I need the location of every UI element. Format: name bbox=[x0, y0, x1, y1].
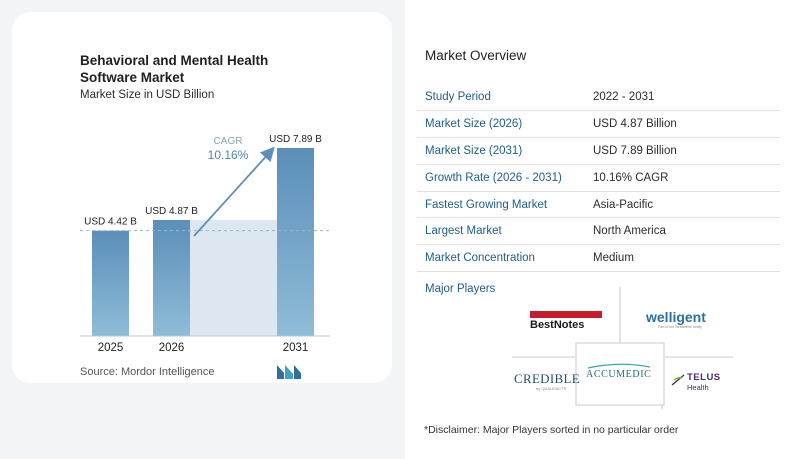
major-players-title: Major Players bbox=[425, 283, 496, 295]
credible-logo-tag: by QUALIFACTS bbox=[536, 386, 567, 391]
bar-value-label: USD 4.87 B bbox=[145, 206, 198, 217]
overview-row-key: Growth Rate (2026 - 2031) bbox=[417, 164, 593, 192]
overview-row-key: Largest Market bbox=[417, 217, 593, 246]
overview-row: Market Size (2031) USD 7.89 Billion bbox=[417, 137, 780, 165]
mordor-intelligence-logo bbox=[277, 365, 301, 379]
players-grid-lines bbox=[512, 287, 733, 409]
x-tick-label: 2031 bbox=[283, 342, 309, 354]
telus-logo-subtext: Health bbox=[687, 383, 709, 392]
overview-row: Fastest Growing Market Asia-Pacific bbox=[417, 191, 780, 219]
welligent-logo: welligent Part of the Streamline family bbox=[646, 309, 716, 329]
overview-row-value: 2022 - 2031 bbox=[593, 84, 780, 112]
cagr-value: 10.16% bbox=[208, 148, 249, 162]
credible-logo-text: CREDIBLE bbox=[514, 371, 580, 386]
bestnotes-logo-text: BestNotes bbox=[530, 319, 585, 331]
telus-leaf-icon bbox=[671, 374, 685, 386]
bestnotes-logo: BestNotes bbox=[530, 311, 602, 332]
welligent-logo-tag: Part of the Streamline family bbox=[658, 325, 702, 329]
bar-chart: USD 4.42 B 2025 USD 4.87 B 2026 USD 7.89 B 20… bbox=[80, 134, 330, 354]
overview-row-key: Market Concentration bbox=[417, 244, 593, 273]
bar-value-label: USD 4.42 B bbox=[84, 217, 137, 228]
x-tick-label: 2026 bbox=[159, 342, 185, 354]
bar-value-label: USD 7.89 B bbox=[269, 134, 322, 145]
cagr-arrow bbox=[193, 146, 275, 237]
overview-row-value: USD 7.89 Billion bbox=[593, 137, 780, 165]
bar-2025 bbox=[92, 230, 129, 336]
cagr-label: CAGR bbox=[214, 136, 243, 147]
overview-row-value: 10.16% CAGR bbox=[593, 164, 780, 192]
overview-row-key: Fastest Growing Market bbox=[417, 191, 593, 219]
overview-row: Market Size (2026) USD 4.87 Billion bbox=[417, 110, 780, 139]
overview-row-key: Market Size (2026) bbox=[417, 110, 593, 139]
chart-subtitle: Market Size in USD Billion bbox=[80, 89, 215, 101]
overview-row: Growth Rate (2026 - 2031) 10.16% CAGR bbox=[417, 164, 780, 192]
overview-row-value: North America bbox=[593, 217, 780, 246]
overview-row: Study Period 2022 - 2031 bbox=[417, 84, 780, 112]
accumedic-logo-text: ACCUMEDIC bbox=[586, 369, 652, 380]
telus-logo-text: TELUS bbox=[687, 372, 721, 383]
disclaimer-text: *Disclaimer: Major Players sorted in no … bbox=[424, 424, 679, 436]
growth-shade bbox=[190, 219, 277, 336]
source-note: Source: Mordor Intelligence bbox=[80, 366, 215, 378]
overview-row-key: Market Size (2031) bbox=[417, 137, 593, 165]
bar-2031 bbox=[277, 148, 314, 336]
overview-row-value: Asia-Pacific bbox=[593, 191, 780, 219]
welligent-logo-text: welligent bbox=[646, 309, 706, 325]
x-tick-label: 2025 bbox=[98, 342, 124, 354]
chart-title: Behavioral and Mental Health Software Ma… bbox=[80, 53, 269, 85]
overview-title: Market Overview bbox=[425, 48, 527, 63]
accumedic-swoosh-icon bbox=[587, 363, 651, 369]
accumedic-logo: ACCUMEDIC bbox=[586, 363, 652, 380]
overview-row-key: Study Period bbox=[417, 84, 593, 112]
telus-health-logo: TELUS Health bbox=[671, 373, 731, 392]
overview-row: Market Concentration Medium bbox=[417, 244, 780, 273]
bar-2026 bbox=[153, 219, 190, 336]
overview-row: Largest Market North America bbox=[417, 217, 780, 246]
overview-row-value: Medium bbox=[593, 244, 780, 273]
overview-row-value: USD 4.87 Billion bbox=[593, 110, 780, 139]
credible-logo: CREDIBLE by QUALIFACTS bbox=[514, 371, 580, 392]
market-overview-table: Study Period 2022 - 2031 Market Size (2026… bbox=[417, 84, 780, 273]
